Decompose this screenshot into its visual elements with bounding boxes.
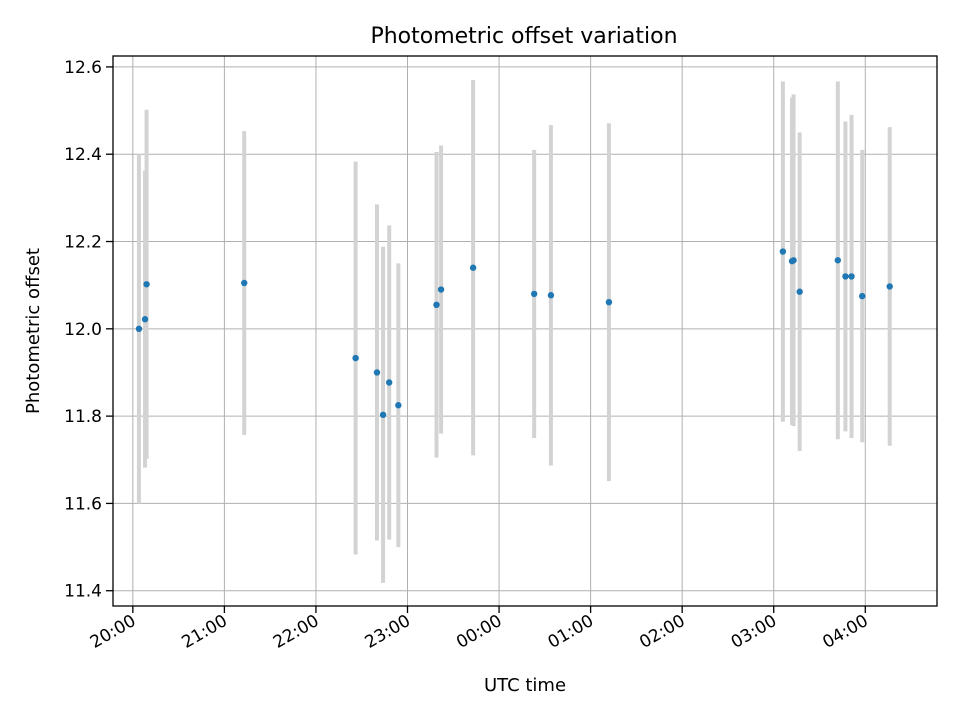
data-point — [547, 292, 555, 299]
data-point — [352, 354, 359, 362]
data-point — [241, 279, 248, 287]
data-point — [834, 257, 842, 264]
data-point — [373, 369, 381, 376]
data-point — [779, 248, 787, 255]
x-tick-label: 04:00 — [819, 611, 871, 653]
y-tick-label: 11.6 — [64, 494, 102, 514]
data-point — [379, 411, 387, 419]
grid — [113, 56, 937, 606]
data-points — [135, 248, 893, 419]
x-tick-label: 02:00 — [636, 611, 688, 653]
data-point — [433, 301, 440, 309]
y-tick-label: 12.2 — [64, 233, 102, 253]
y-axis-ticks: 11.4 11.6 11.8 12.0 12.2 12.4 12.6 — [64, 58, 113, 602]
data-point — [859, 292, 866, 300]
data-point — [143, 281, 150, 288]
y-axis-label: Photometric offset — [23, 248, 44, 414]
data-point — [135, 325, 143, 333]
data-point — [796, 288, 803, 295]
y-tick-label: 12.4 — [64, 145, 102, 165]
data-point — [395, 402, 402, 409]
x-tick-label: 23:00 — [362, 611, 414, 653]
plot-frame — [112, 55, 938, 607]
x-axis-ticks: 20:00 21:00 22:00 23:00 00:00 01:00 02:00 03:00… — [87, 606, 872, 653]
y-tick-label: 12.0 — [64, 320, 102, 340]
chart-title: Photometric offset variation — [370, 24, 677, 49]
y-tick-label: 12.6 — [64, 58, 102, 78]
data-point — [605, 298, 613, 306]
x-tick-label: 00:00 — [453, 611, 505, 653]
x-tick-label: 22:00 — [270, 611, 322, 653]
data-point — [469, 264, 477, 271]
y-tick-label: 11.4 — [64, 582, 102, 602]
x-axis-label: UTC time — [484, 675, 566, 696]
data-point — [848, 273, 855, 280]
data-point — [385, 379, 393, 386]
data-point — [141, 316, 149, 323]
data-point — [886, 283, 893, 290]
x-tick-label: 03:00 — [728, 611, 780, 653]
data-point — [842, 273, 849, 280]
x-tick-label: 20:00 — [87, 611, 139, 653]
error-bars — [136, 80, 892, 583]
x-tick-label: 01:00 — [545, 611, 597, 653]
data-point — [530, 290, 538, 298]
data-point — [437, 286, 445, 293]
y-tick-label: 11.8 — [64, 407, 102, 427]
data-point — [790, 257, 797, 264]
x-tick-label: 21:00 — [178, 611, 230, 653]
